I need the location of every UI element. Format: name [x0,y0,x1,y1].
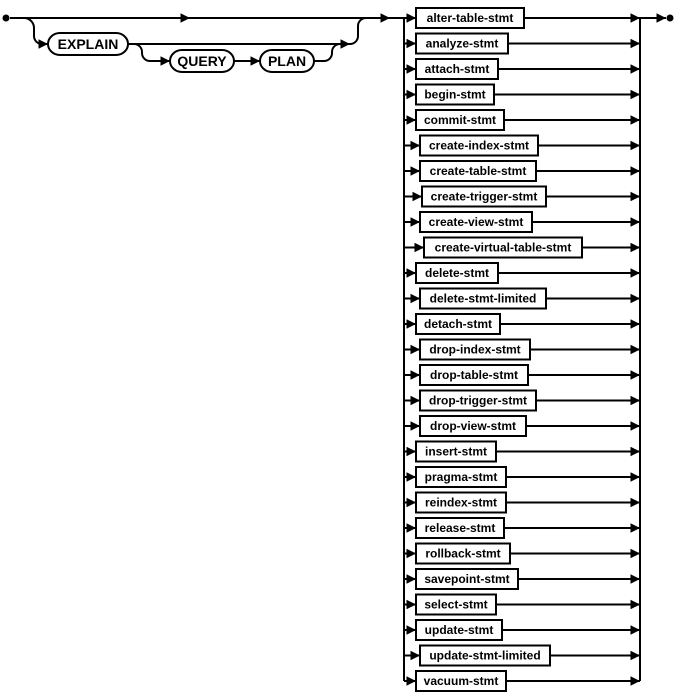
update-stmt-limited-box-label: update-stmt-limited [429,649,540,663]
rollback-stmt-box-label: rollback-stmt [425,547,500,561]
create-table-stmt-box-label: create-table-stmt [430,164,527,178]
create-virtual-table-stmt-box-label: create-virtual-table-stmt [435,241,572,255]
create-view-stmt-box-label: create-view-stmt [429,215,524,229]
create-trigger-stmt-box-label: create-trigger-stmt [431,190,538,204]
drop-index-stmt-box-label: drop-index-stmt [429,343,520,357]
vacuum-stmt-box-label: vacuum-stmt [424,674,499,688]
commit-stmt-box-label: commit-stmt [424,113,496,127]
update-stmt-box-label: update-stmt [425,623,494,637]
start-node [3,15,10,22]
drop-trigger-stmt-box-label: drop-trigger-stmt [429,394,527,408]
delete-stmt-box-label: delete-stmt [425,266,489,280]
alter-table-stmt-box-label: alter-table-stmt [427,11,514,25]
query-terminal-label: QUERY [177,53,227,69]
railroad-diagram: EXPLAIN QUERY PLAN alter-table-stmt analyze-… [0,0,676,699]
explain-terminal-label: EXPLAIN [58,36,119,52]
savepoint-stmt-box-label: savepoint-stmt [424,572,509,586]
analyze-stmt-box-label: analyze-stmt [426,37,499,51]
detach-stmt-box-label: detach-stmt [424,317,492,331]
insert-stmt-box-label: insert-stmt [425,445,487,459]
begin-stmt-box-label: begin-stmt [424,88,485,102]
reindex-stmt-box-label: reindex-stmt [425,496,497,510]
plan-terminal-label: PLAN [268,53,306,69]
release-stmt-box-label: release-stmt [425,521,496,535]
end-node [667,15,674,22]
select-stmt-box-label: select-stmt [424,598,487,612]
delete-stmt-limited-box-label: delete-stmt-limited [430,292,537,306]
pragma-stmt-box-label: pragma-stmt [425,470,498,484]
drop-view-stmt-box-label: drop-view-stmt [430,419,516,433]
drop-table-stmt-box-label: drop-table-stmt [430,368,518,382]
create-index-stmt-box-label: create-index-stmt [429,139,529,153]
attach-stmt-box-label: attach-stmt [425,62,490,76]
